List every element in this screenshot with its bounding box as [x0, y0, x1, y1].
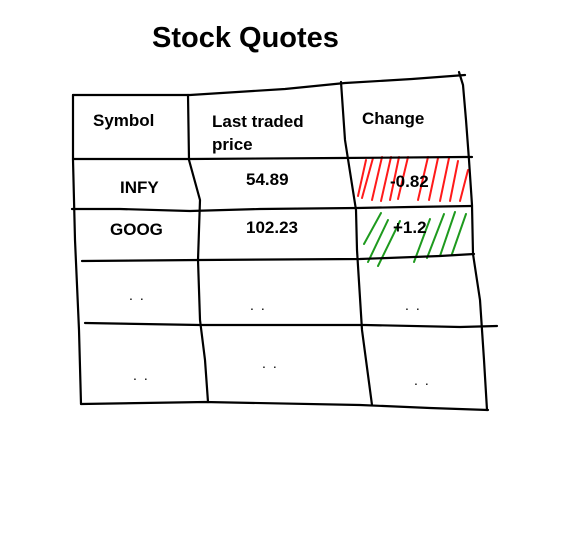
- ellipsis-cell: ..: [133, 367, 155, 383]
- header-last-traded-price: Last traded price: [212, 112, 304, 154]
- ellipsis-cell: ..: [250, 297, 272, 313]
- row-change-cell: +1.2: [393, 218, 427, 237]
- ellipsis-cell: ..: [129, 287, 151, 303]
- header-change: Change: [362, 109, 425, 128]
- row-last-price-cell: 102.23: [246, 218, 298, 237]
- change-down-hatch: [357, 156, 469, 202]
- grid-lines: [70, 70, 499, 412]
- ellipsis-cell: ..: [262, 355, 284, 371]
- ellipsis-cell: ..: [405, 297, 427, 313]
- row-symbol-cell: GOOG: [110, 220, 163, 239]
- row-change-cell: -0.82: [390, 172, 429, 191]
- header-symbol: Symbol: [93, 111, 155, 130]
- row-last-price-cell: 54.89: [246, 170, 289, 189]
- page-title: Stock Quotes: [152, 22, 339, 54]
- row-symbol-cell: INFY: [120, 178, 159, 197]
- ellipsis-cell: ..: [414, 372, 436, 388]
